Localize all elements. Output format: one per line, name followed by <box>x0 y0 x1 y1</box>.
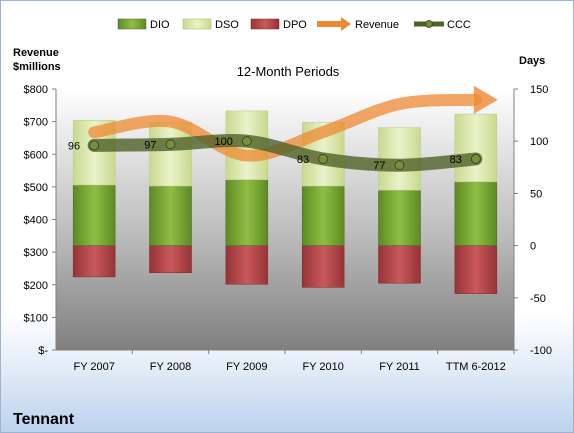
bar-dio <box>378 190 421 246</box>
ccc-point <box>470 154 481 164</box>
ccc-line <box>87 134 483 172</box>
left-axis-tick-label: $200 <box>24 280 48 292</box>
category-label: TTM 6-2012 <box>446 361 506 373</box>
legend-item-dio: DIO <box>117 18 170 31</box>
category-label: FY 2010 <box>302 361 343 373</box>
bar-dso <box>454 113 498 183</box>
ccc-point <box>165 139 176 150</box>
ccc-data-label: 97 <box>144 139 156 151</box>
left-axis-tick-label: $100 <box>24 312 48 324</box>
category-label: FY 2011 <box>379 361 420 373</box>
right-axis-tick-label: 50 <box>530 188 542 200</box>
legend-label-dpo: DPO <box>283 19 307 31</box>
ccc-series: 96 97 100 83 77 83 <box>68 134 483 172</box>
legend-label-ccc: CCC <box>447 19 471 31</box>
left-axis: $- $100 $200 $300 $400 $500 $600 $700 $800 <box>24 84 57 357</box>
ccc-data-label: 100 <box>214 136 232 148</box>
category-label: FY 2007 <box>73 361 114 373</box>
right-axis-tick-label: 150 <box>530 84 548 96</box>
legend-item-dso: DSO <box>182 18 239 31</box>
left-axis-tick-label: $300 <box>24 247 48 259</box>
legend-label-dio: DIO <box>150 19 170 31</box>
bar-dpo <box>149 245 192 273</box>
bar-dio <box>454 181 498 246</box>
plot-area <box>56 89 514 350</box>
category-label: FY 2008 <box>150 361 191 373</box>
chart-title: 12-Month Periods <box>237 64 340 79</box>
legend-swatch-revenue <box>317 17 351 31</box>
ccc-point <box>394 160 405 171</box>
legend: DIO DSO DPO Revenue CCC <box>117 17 471 31</box>
bars <box>72 110 498 294</box>
bar-dpo <box>378 245 421 284</box>
legend-marker-ccc <box>425 20 433 28</box>
ccc-point <box>318 154 329 164</box>
legend-item-ccc: CCC <box>414 19 471 31</box>
ccc-point <box>241 136 252 147</box>
bar-dpo <box>225 245 269 285</box>
left-axis-tick-label: $400 <box>24 215 48 227</box>
legend-label-revenue: Revenue <box>355 19 399 31</box>
legend-item-revenue: Revenue <box>317 17 399 31</box>
right-axis-tick-label: 100 <box>530 136 548 148</box>
bar-dio <box>149 185 192 246</box>
left-axis-tick-label: $600 <box>24 149 48 161</box>
legend-swatch-dpo <box>250 18 280 30</box>
category-label: FY 2009 <box>226 361 267 373</box>
legend-item-dpo: DPO <box>250 18 307 31</box>
company-name: Tennant <box>13 411 75 428</box>
bar-dpo <box>301 245 345 288</box>
right-axis-title: Days <box>519 55 545 67</box>
bar-dpo <box>72 245 116 278</box>
left-axis-tick-label: $500 <box>24 182 48 194</box>
left-axis-tick-label: $- <box>38 345 48 357</box>
left-axis-title-line1: Revenue <box>13 47 59 59</box>
legend-swatch-dso <box>182 18 212 30</box>
ccc-point <box>89 140 100 151</box>
ccc-data-label: 96 <box>68 140 80 152</box>
bar-dio <box>301 185 345 246</box>
right-axis-tick-label: -100 <box>530 345 552 357</box>
category-axis: FY 2007 FY 2008 FY 2009 FY 2010 FY 2011 TTM 6… <box>73 350 515 373</box>
revenue-arrowhead <box>473 85 498 114</box>
left-axis-tick-label: $800 <box>24 84 48 96</box>
ccc-data-label: 77 <box>373 160 385 172</box>
ccc-data-label: 83 <box>450 154 462 166</box>
bar-dio <box>72 184 116 246</box>
right-axis-tick-label: -50 <box>530 293 546 305</box>
right-axis-tick-label: 0 <box>530 241 536 253</box>
bar-dpo <box>454 245 498 294</box>
bar-dio <box>225 179 269 246</box>
left-axis-tick-label: $700 <box>24 117 48 129</box>
legend-swatch-dio <box>117 18 147 30</box>
left-axis-title-line2: $millions <box>13 61 61 73</box>
legend-label-dso: DSO <box>215 19 239 31</box>
ccc-data-label: 83 <box>297 154 309 166</box>
